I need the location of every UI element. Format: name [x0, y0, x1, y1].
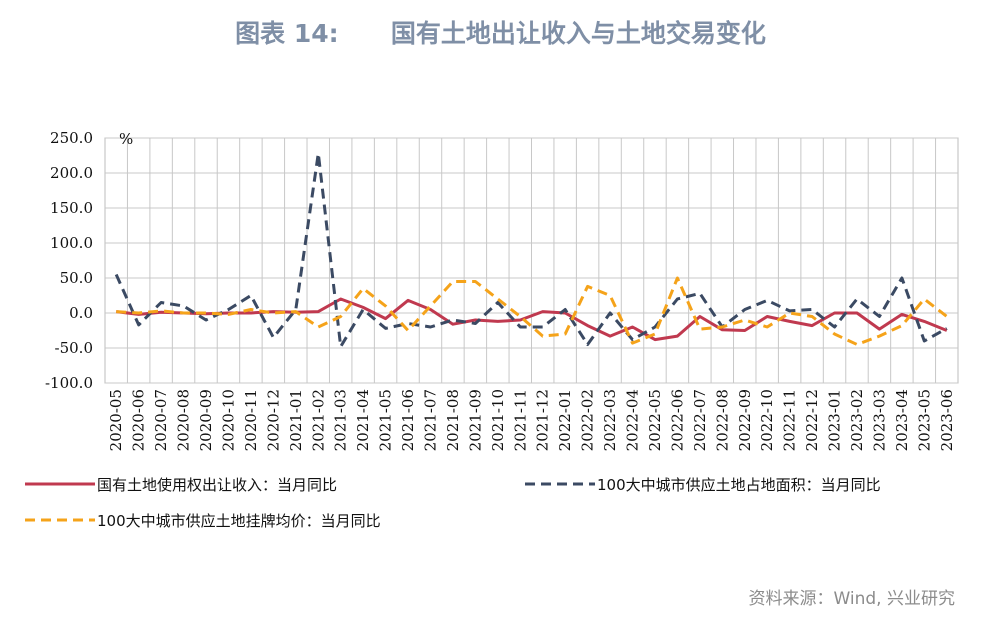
x-tick-label: 2022-11 — [781, 389, 799, 451]
x-tick-label: 2021-08 — [444, 389, 462, 451]
legend-label-land-revenue: 国有土地使用权出让收入：当月同比 — [97, 476, 337, 494]
legend-label-land-price: 100大中城市供应土地挂牌均价：当月同比 — [97, 512, 381, 530]
y-tick-label: 250.0 — [50, 129, 93, 147]
x-tick-label: 2021-12 — [534, 389, 552, 451]
x-tick-label: 2022-02 — [579, 389, 597, 451]
x-tick-label: 2021-09 — [466, 389, 484, 451]
y-tick-label: -100.0 — [45, 374, 93, 392]
x-tick-label: 2022-12 — [803, 389, 821, 451]
x-tick-label: 2020-06 — [130, 389, 148, 451]
x-tick-label: 2021-05 — [377, 389, 395, 451]
series-line-land-area — [114, 151, 948, 349]
gridlines — [105, 137, 958, 384]
unit-label: % — [119, 130, 133, 148]
y-tick-label: 150.0 — [50, 199, 93, 217]
x-tick-label: 2023-02 — [848, 389, 866, 451]
y-tick-label: 50.0 — [60, 269, 93, 287]
x-tick-label: 2022-09 — [736, 389, 754, 451]
x-tick-label: 2021-10 — [489, 389, 507, 451]
legend-label-land-area: 100大中城市供应土地占地面积：当月同比 — [597, 476, 881, 494]
x-tick-label: 2020-07 — [152, 389, 170, 451]
x-tick-label: 2020-08 — [175, 389, 193, 451]
legend-item-land-price: 100大中城市供应土地挂牌均价：当月同比 — [25, 512, 381, 530]
x-tick-label: 2021-07 — [421, 389, 439, 451]
x-tick-label: 2022-10 — [758, 389, 776, 451]
y-tick-label: -50.0 — [55, 339, 93, 357]
legend-item-land-revenue: 国有土地使用权出让收入：当月同比 — [25, 476, 337, 494]
chart-title: 图表 14: 国有土地出让收入与土地交易变化 — [235, 19, 766, 48]
x-tick-label: 2022-07 — [691, 389, 709, 451]
x-tick-label: 2023-03 — [870, 389, 888, 451]
x-tick-label: 2022-04 — [624, 389, 642, 451]
x-tick-label: 2021-11 — [511, 389, 529, 451]
x-tick-label: 2021-01 — [287, 389, 305, 451]
series-lines — [114, 151, 948, 349]
series-line-land-price — [116, 276, 948, 346]
legend: 国有土地使用权出让收入：当月同比 100大中城市供应土地占地面积：当月同比 10… — [25, 476, 881, 530]
x-tick-label: 2022-03 — [601, 389, 619, 451]
x-tick-label: 2020-05 — [107, 389, 125, 451]
x-tick-label: 2023-06 — [938, 389, 956, 451]
x-tick-label: 2023-05 — [915, 389, 933, 451]
x-tick-label: 2020-10 — [219, 389, 237, 451]
x-tick-label: 2021-06 — [399, 389, 417, 451]
x-tick-label: 2020-09 — [197, 389, 215, 451]
y-tick-label: 200.0 — [50, 164, 93, 182]
x-tick-label: 2022-01 — [556, 389, 574, 451]
x-axis: 2020-05 2020-06 2020-07 2020-08 2020-09 2020-… — [107, 389, 956, 451]
x-tick-label: 2020-12 — [264, 389, 282, 451]
x-tick-label: 2022-05 — [646, 389, 664, 451]
x-tick-label: 2023-04 — [893, 389, 911, 451]
source-note: 资料来源：Wind, 兴业研究 — [748, 589, 955, 609]
x-tick-label: 2022-08 — [713, 389, 731, 451]
x-tick-label: 2020-11 — [242, 389, 260, 451]
y-axis: 250.0 200.0 150.0 100.0 50.0 0.0 -50.0 -100.0 — [45, 129, 93, 392]
y-tick-label: 100.0 — [50, 234, 93, 252]
x-tick-label: 2021-03 — [332, 389, 350, 451]
series-line-land-revenue — [116, 297, 948, 342]
x-tick-label: 2022-06 — [668, 389, 686, 451]
legend-item-land-area: 100大中城市供应土地占地面积：当月同比 — [525, 476, 881, 494]
x-tick-label: 2021-02 — [309, 389, 327, 451]
x-tick-label: 2021-04 — [354, 389, 372, 451]
x-tick-label: 2023-01 — [826, 389, 844, 451]
y-tick-label: 0.0 — [69, 304, 93, 322]
